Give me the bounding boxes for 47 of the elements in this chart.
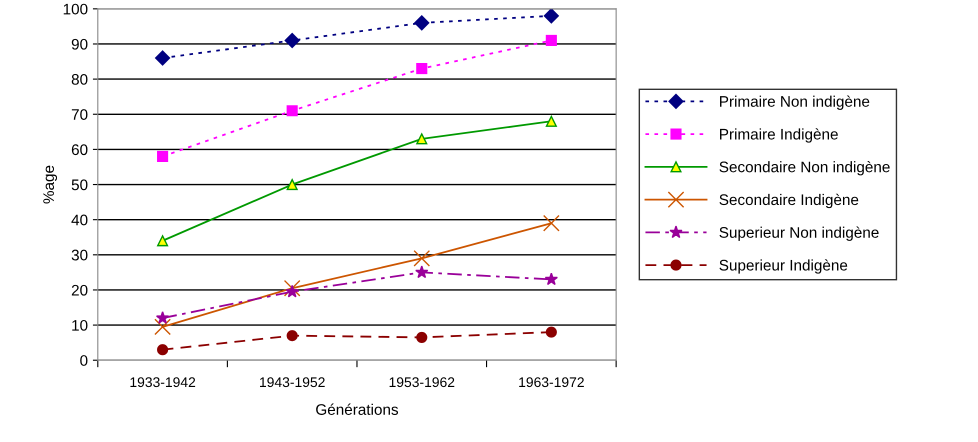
point bbox=[415, 265, 428, 278]
point bbox=[286, 178, 298, 190]
x-tick-label: 1943-1952 bbox=[260, 377, 325, 388]
point bbox=[286, 284, 299, 298]
point bbox=[413, 250, 430, 267]
point bbox=[544, 8, 559, 24]
legend-label: Primaire Non indigène bbox=[720, 95, 870, 110]
point bbox=[284, 280, 301, 297]
y-tick-label: 0 bbox=[80, 355, 88, 366]
y-tick-label: 40 bbox=[71, 214, 88, 226]
x-tick-label: 1953-1962 bbox=[390, 377, 454, 388]
point bbox=[546, 116, 557, 127]
legend-label: Primaire Indigène bbox=[720, 128, 838, 143]
y-tick-label: 70 bbox=[72, 109, 88, 120]
point bbox=[156, 311, 170, 324]
point bbox=[284, 32, 300, 48]
point bbox=[544, 272, 558, 286]
point bbox=[155, 50, 170, 66]
y-tick-label: 100 bbox=[64, 4, 88, 15]
y-tick-label: 80 bbox=[72, 74, 88, 85]
point bbox=[546, 34, 557, 46]
y-axis-title: %age bbox=[43, 166, 58, 204]
point bbox=[157, 235, 168, 246]
y-tick-label: 20 bbox=[72, 284, 88, 296]
point bbox=[416, 63, 428, 74]
point bbox=[157, 150, 168, 162]
legend-label: Secondaire Non indigène bbox=[719, 160, 890, 176]
y-tick-label: 10 bbox=[72, 320, 88, 331]
point bbox=[286, 105, 298, 116]
legend-label: Superieur Non indigène bbox=[719, 226, 879, 241]
y-tick-label: 60 bbox=[72, 144, 88, 156]
x-axis-title: Générations bbox=[316, 404, 398, 415]
point bbox=[157, 344, 168, 356]
point bbox=[546, 326, 557, 338]
point bbox=[286, 330, 298, 342]
point bbox=[543, 214, 560, 232]
point bbox=[416, 133, 428, 144]
x-tick-label: 1963-1972 bbox=[519, 377, 584, 388]
x-tick-label: 1933-1942 bbox=[130, 377, 196, 388]
legend-label: Superieur Indigène bbox=[719, 259, 848, 274]
point bbox=[416, 332, 428, 343]
point bbox=[154, 318, 171, 336]
point bbox=[414, 15, 430, 30]
y-tick-label: 30 bbox=[72, 250, 88, 260]
y-tick-label: 50 bbox=[72, 179, 88, 190]
y-tick-label: 90 bbox=[72, 38, 88, 50]
legend-label: Secondaire Indigène bbox=[719, 194, 858, 208]
